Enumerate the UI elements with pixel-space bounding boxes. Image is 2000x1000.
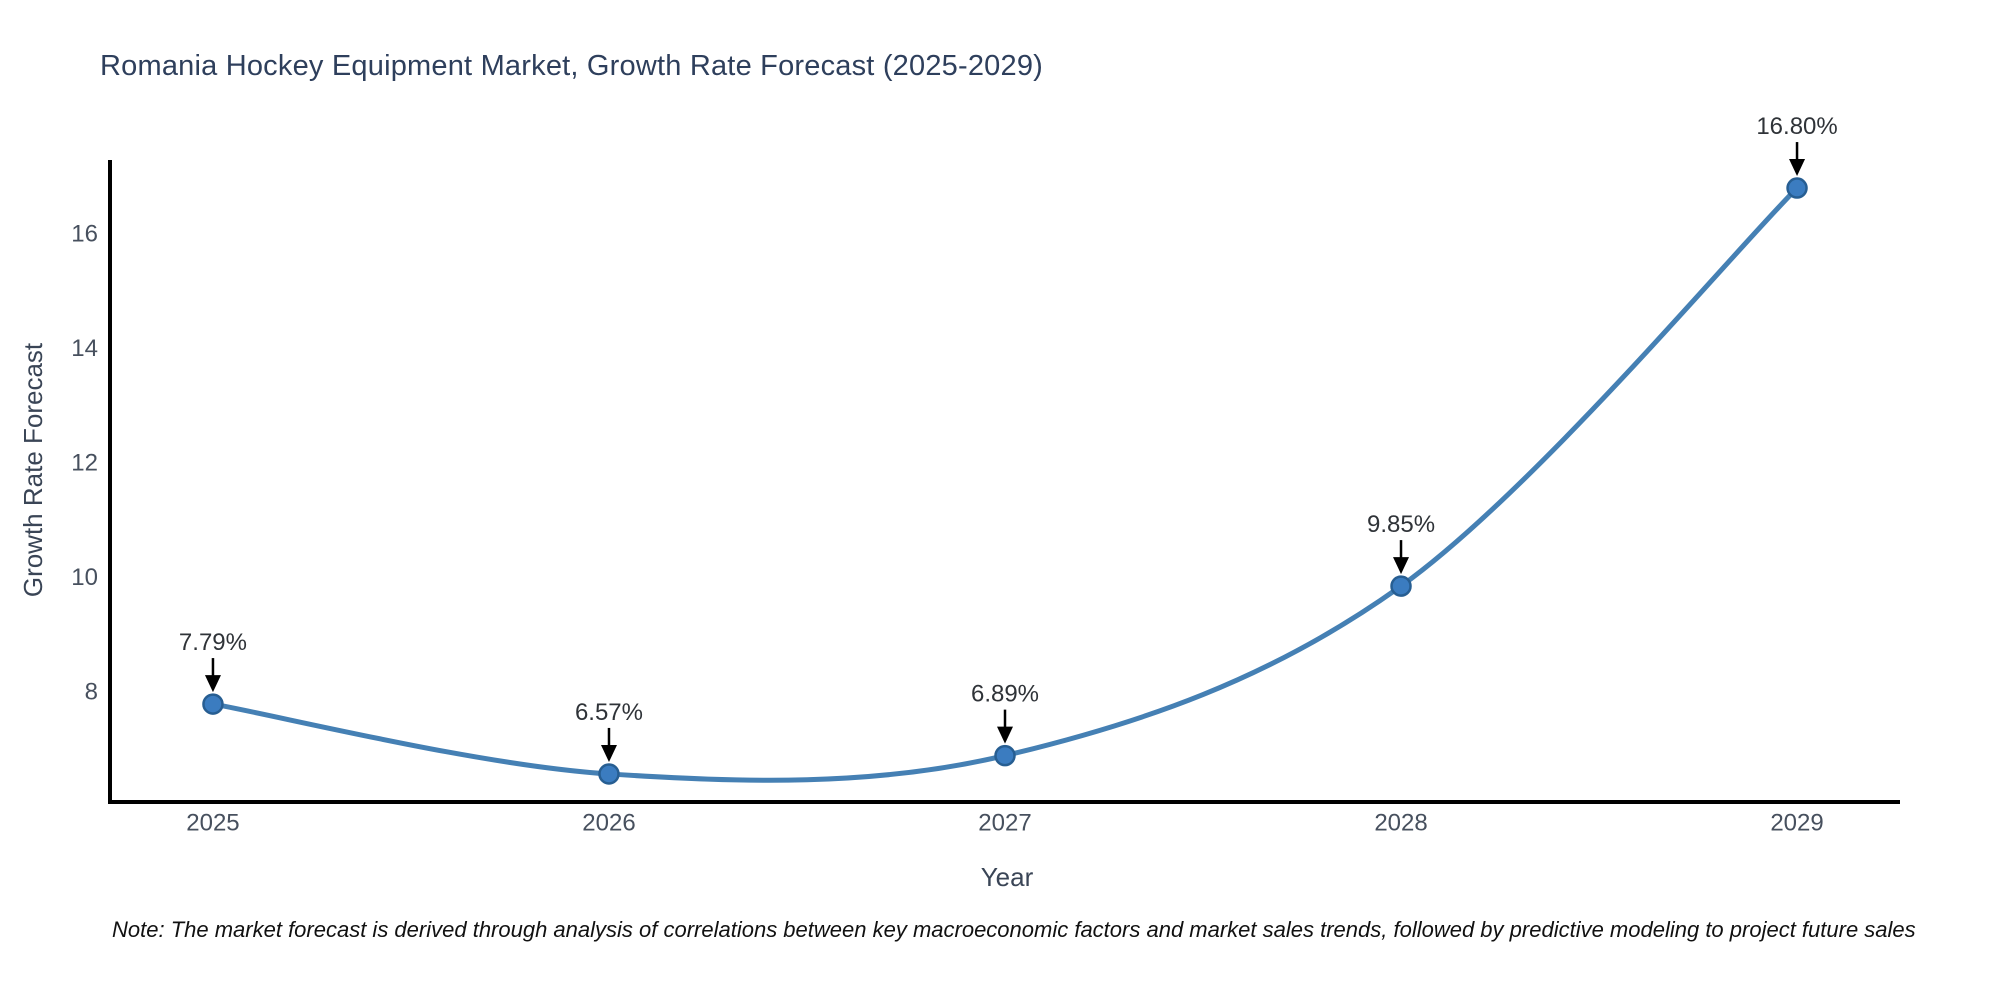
data-point-label: 6.89% (971, 681, 1039, 708)
data-point-label: 6.57% (575, 699, 643, 726)
y-tick-label: 14 (71, 335, 98, 362)
x-tick-label: 2028 (1374, 810, 1427, 837)
annotation-arrow-head (997, 726, 1013, 744)
data-point-marker (994, 744, 1016, 767)
x-tick-label: 2025 (186, 810, 239, 837)
y-tick-label: 12 (71, 449, 98, 476)
x-tick-label: 2027 (978, 810, 1031, 837)
y-tick-label: 16 (71, 220, 98, 247)
y-axis-title: Growth Rate Forecast (18, 342, 48, 598)
data-point-label: 9.85% (1367, 511, 1435, 538)
data-point-label: 7.79% (179, 629, 247, 656)
x-tick-label: 2029 (1770, 810, 1823, 837)
x-tick-label: 2026 (582, 810, 635, 837)
y-tick-label: 10 (71, 564, 98, 591)
annotation-arrow-head (1789, 159, 1806, 177)
data-point-marker (1786, 177, 1808, 199)
chart-title: Romania Hockey Equipment Market, Growth … (100, 50, 1044, 82)
y-tick-label: 8 (85, 679, 98, 706)
data-point-marker (202, 693, 224, 715)
data-point-label: 16.80% (1756, 113, 1837, 140)
annotation-arrow-head (204, 675, 221, 693)
annotation-arrow-head (1393, 557, 1410, 575)
data-point-marker (598, 763, 620, 785)
x-axis-title: Year (980, 862, 1034, 892)
footnote: Note: The market forecast is derived thr… (112, 917, 1916, 942)
annotation-arrow-head (600, 744, 617, 762)
data-point-marker (1390, 575, 1412, 597)
